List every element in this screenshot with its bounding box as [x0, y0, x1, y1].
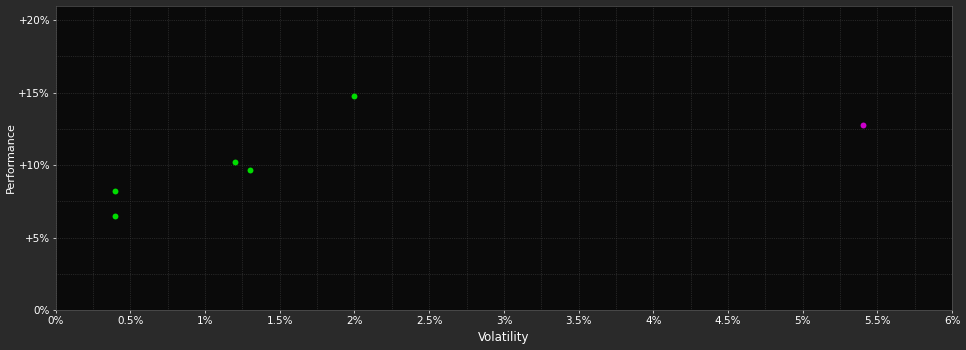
Point [227, 160, 242, 165]
Y-axis label: Performance: Performance [6, 122, 15, 194]
Point [107, 189, 123, 194]
X-axis label: Volatility: Volatility [478, 331, 529, 344]
Point [242, 167, 258, 172]
Point [347, 93, 362, 98]
Point [855, 122, 870, 127]
Point [107, 213, 123, 219]
